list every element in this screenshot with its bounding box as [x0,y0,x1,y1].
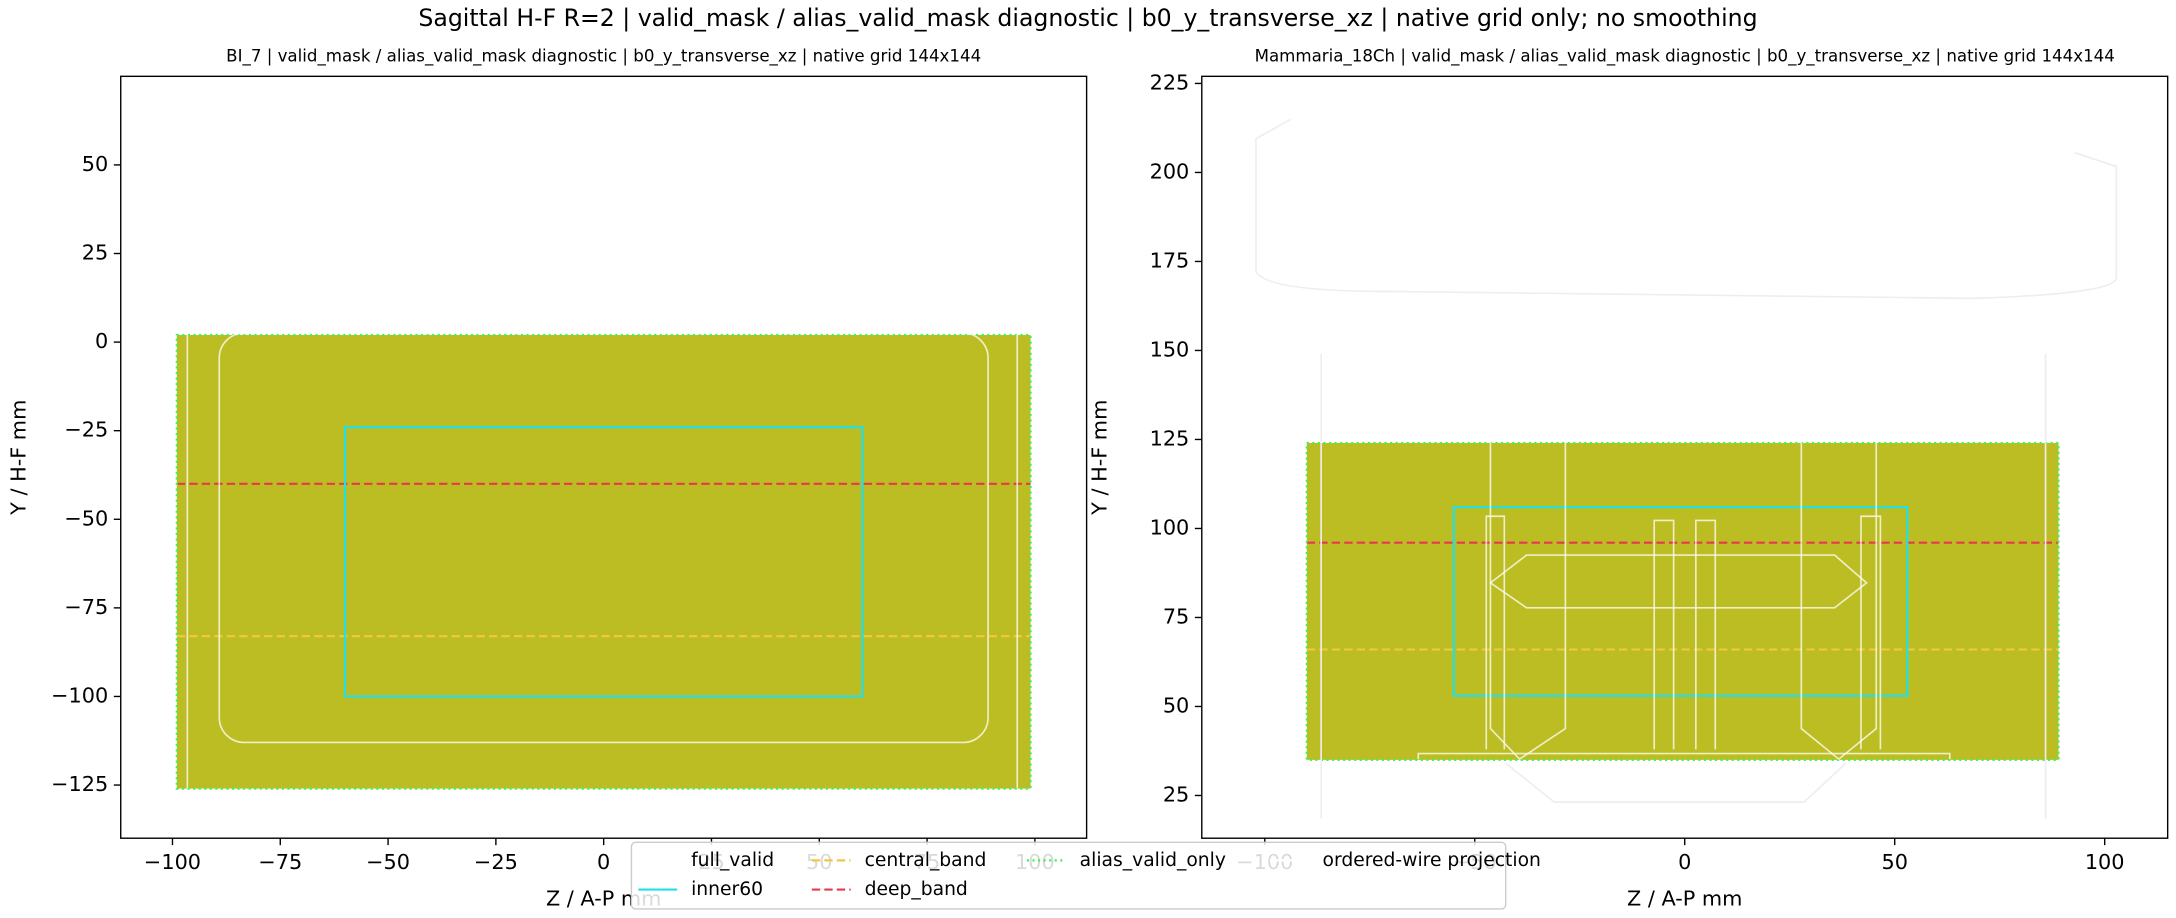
legend-label: alias_valid_only [1080,850,1226,871]
y-tick-label: 0 [95,329,108,353]
panel: Mammaria_18Ch | valid_mask / alias_valid… [1087,46,2169,910]
x-tick-label: −50 [366,850,410,874]
y-axis-label: Y / H-F mm [6,400,30,516]
x-tick-label: 100 [2085,850,2125,874]
legend: full_valid inner60 central_band deep_band al… [630,841,1541,910]
legend-label: ordered-wire projection [1323,850,1541,871]
x-axis-label: Z / A-P mm [1627,886,1742,910]
y-axis-label: Y / H-F mm [1087,400,1111,516]
y-tick-label: 25 [1163,782,1189,806]
legend-frame [630,841,1507,910]
panel: BI_7 | valid_mask / alias_valid_mask dia… [6,46,1088,910]
wire-projection [1255,118,2118,819]
axes-frame [120,75,1088,839]
wire-projection [186,332,1019,789]
y-tick-label: 225 [1150,70,1190,94]
y-tick-label: −25 [64,418,108,442]
y-tick-label: −50 [64,506,108,530]
x-tick-label: −75 [258,850,302,874]
axes-frame [1201,75,2169,839]
y-tick-label: −100 [51,683,108,707]
inner-region [343,426,864,698]
y-tick-label: 75 [1163,604,1189,628]
y-tick-label: 25 [82,241,108,265]
y-tick-label: 50 [1163,693,1189,717]
panel-title: BI_7 | valid_mask / alias_valid_mask dia… [226,46,981,66]
y-tick-label: −125 [51,772,108,796]
y-tick-label: 175 [1150,248,1190,272]
full-valid-region [1306,443,2059,760]
y-tick-label: 150 [1150,337,1190,361]
y-tick-label: 100 [1150,515,1190,539]
y-tick-label: 50 [82,152,108,176]
alias-region [175,333,1032,790]
legend-label: inner60 [691,879,763,900]
y-tick-label: −75 [64,595,108,619]
panel-title: Mammaria_18Ch | valid_mask / alias_valid… [1255,46,2115,66]
legend-label: full_valid [691,850,774,871]
full-valid-region [176,335,1031,789]
inner-region [1452,505,1909,697]
legend-label: deep_band [865,879,968,900]
y-tick-label: 200 [1150,159,1190,183]
legend-label: central_band [865,850,987,871]
x-tick-label: −100 [144,850,201,874]
x-tick-label: 0 [1678,850,1691,874]
x-tick-label: −25 [474,850,518,874]
alias-region [1305,441,2060,761]
x-tick-label: 50 [1881,850,1907,874]
figure-title: Sagittal H-F R=2 | valid_mask / alias_va… [418,4,1757,32]
y-tick-label: 125 [1150,426,1190,450]
x-tick-label: 0 [597,850,610,874]
